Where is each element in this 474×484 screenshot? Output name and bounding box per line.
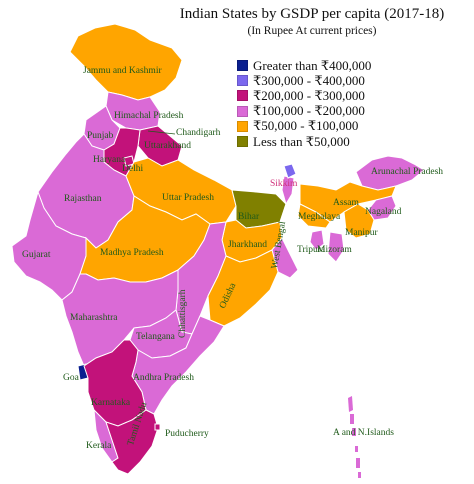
legend-item-2: ₹300,000 - ₹400,000 (237, 73, 371, 88)
label-gujarat: Gujarat (22, 250, 51, 260)
legend-item-3: ₹200,000 - ₹300,000 (237, 88, 371, 103)
legend-label-2: ₹300,000 - ₹400,000 (253, 72, 365, 88)
label-andaman-nicobar: A and N.Islands (333, 428, 394, 438)
label-goa: Goa (63, 373, 79, 383)
legend-swatch-4 (237, 105, 248, 117)
label-sikkim: Sikkim (270, 179, 298, 189)
map-subtitle: (In Rupee At current prices) (247, 25, 377, 37)
legend-item-6: Less than ₹50,000 (237, 134, 371, 149)
region-karnataka[interactable] (83, 339, 147, 427)
legend-label-5: ₹50,000 - ₹100,000 (253, 118, 359, 134)
map-title: Indian States by GSDP per capita (2017-1… (179, 6, 445, 22)
label-chhattisgarh: Chhattisgarh (178, 289, 188, 338)
label-karnataka: Karnataka (91, 398, 131, 408)
label-delhi: Delhi (122, 164, 144, 174)
label-chandigarh: Chandigarh (176, 128, 221, 138)
label-mizoram: Mizoram (317, 245, 352, 255)
label-meghalaya: Meghalaya (298, 212, 341, 222)
legend-item-4: ₹100,000 - ₹200,000 (237, 103, 371, 119)
region-sikkim[interactable] (283, 163, 297, 179)
region-odisha[interactable] (207, 249, 279, 327)
label-manipur: Manipur (345, 228, 378, 238)
legend: Greater than ₹400,000 ₹300,000 - ₹400,00… (237, 58, 371, 149)
region-andaman-nicobar[interactable] (348, 396, 361, 478)
legend-swatch-2 (237, 75, 248, 87)
label-rajasthan: Rajasthan (64, 194, 102, 204)
label-himachal-pradesh: Himachal Pradesh (114, 111, 184, 121)
legend-item-5: ₹50,000 - ₹100,000 (237, 118, 371, 134)
legend-item-1: Greater than ₹400,000 (237, 58, 371, 73)
region-west-bengal[interactable] (271, 175, 299, 279)
region-puducherry[interactable] (154, 423, 161, 431)
label-madhya-pradesh: Madhya Pradesh (100, 248, 164, 258)
region-manipur[interactable] (343, 203, 375, 239)
label-andhra-pradesh: Andhra Pradesh (133, 373, 194, 383)
region-tripura[interactable] (309, 229, 325, 251)
label-jammu-kashmir: Jammu and Kashmir (83, 66, 162, 76)
label-jharkhand: Jharkhand (228, 240, 268, 250)
label-punjab: Punjab (87, 131, 114, 141)
legend-swatch-3 (237, 90, 248, 102)
label-tripura: Tripura (297, 245, 326, 255)
label-maharashtra: Maharashtra (70, 313, 118, 323)
region-jammu-kashmir[interactable] (69, 23, 183, 101)
region-tamil-nadu[interactable] (105, 409, 159, 475)
legend-label-4: ₹100,000 - ₹200,000 (253, 103, 365, 119)
legend-label-1: Greater than ₹400,000 (253, 57, 372, 73)
region-meghalaya[interactable] (297, 203, 331, 229)
legend-label-6: Less than ₹50,000 (253, 133, 350, 149)
label-bihar: Bihar (238, 212, 260, 222)
legend-swatch-1 (237, 60, 248, 72)
legend-swatch-6 (237, 136, 248, 148)
label-nagaland: Nagaland (365, 207, 402, 217)
legend-swatch-5 (237, 120, 248, 132)
label-assam: Assam (333, 198, 359, 208)
region-mizoram[interactable] (327, 231, 345, 263)
label-uttar-pradesh: Uttar Pradesh (162, 193, 214, 203)
label-kerala: Kerala (86, 441, 112, 451)
label-uttarakhand: Uttarakhand (144, 141, 191, 151)
label-puducherry: Puducherry (165, 429, 209, 439)
label-telangana: Telangana (136, 332, 175, 342)
label-arunachal-pradesh: Arunachal Pradesh (371, 167, 444, 177)
label-haryana: Haryana (93, 155, 126, 165)
legend-label-3: ₹200,000 - ₹300,000 (253, 87, 365, 103)
